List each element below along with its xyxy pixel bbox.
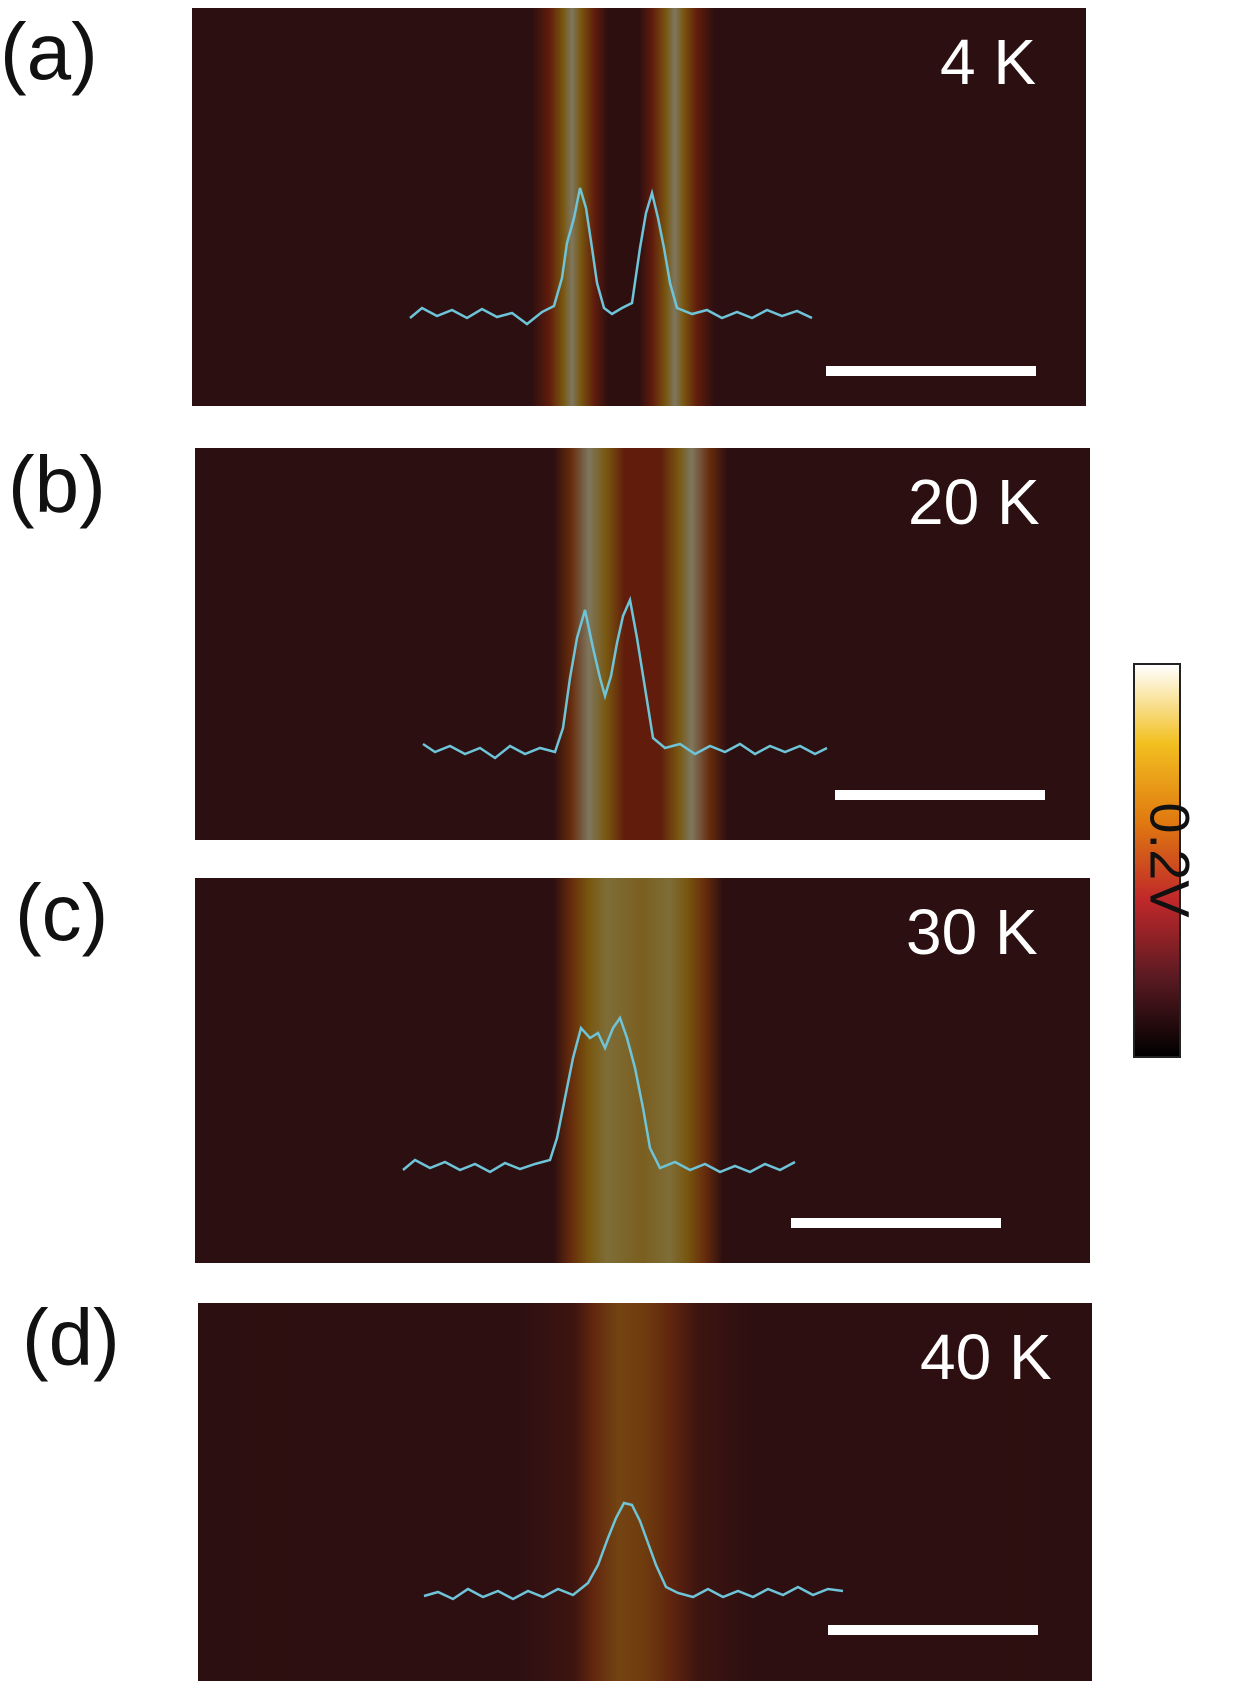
panel-c-svg bbox=[195, 878, 1090, 1263]
colorbar bbox=[1133, 663, 1181, 1058]
panel-label-c: (c) bbox=[15, 868, 109, 957]
panel-d-temperature: 40 K bbox=[920, 1321, 1052, 1393]
panel-c-temperature: 30 K bbox=[906, 896, 1038, 968]
colorbar-label: 0.2V bbox=[1138, 802, 1202, 918]
panel-label-b: (b) bbox=[8, 440, 106, 529]
panel-a-scale-bar bbox=[826, 366, 1036, 376]
panel-b-scale-bar bbox=[835, 790, 1045, 800]
panel-label-d: (d) bbox=[22, 1293, 120, 1382]
panel-d-svg bbox=[198, 1303, 1092, 1681]
panel-a-profile-line bbox=[409, 187, 813, 326]
panel-c-scale-bar bbox=[791, 1218, 1001, 1228]
panel-d-image bbox=[198, 1303, 1092, 1681]
panel-a-svg bbox=[192, 8, 1086, 406]
panel-b-image bbox=[195, 448, 1090, 840]
panel-c-profile-line bbox=[402, 1015, 796, 1174]
panel-d-scale-bar bbox=[828, 1625, 1038, 1635]
panel-b-temperature: 20 K bbox=[908, 466, 1040, 538]
panel-c-image bbox=[195, 878, 1090, 1263]
panel-label-a: (a) bbox=[0, 7, 98, 96]
panel-a-temperature: 4 K bbox=[940, 26, 1037, 98]
panel-b-svg bbox=[195, 448, 1090, 840]
panel-d-profile-line bbox=[423, 1501, 844, 1601]
panel-a-image bbox=[192, 8, 1086, 406]
panel-b-profile-line bbox=[422, 595, 828, 760]
